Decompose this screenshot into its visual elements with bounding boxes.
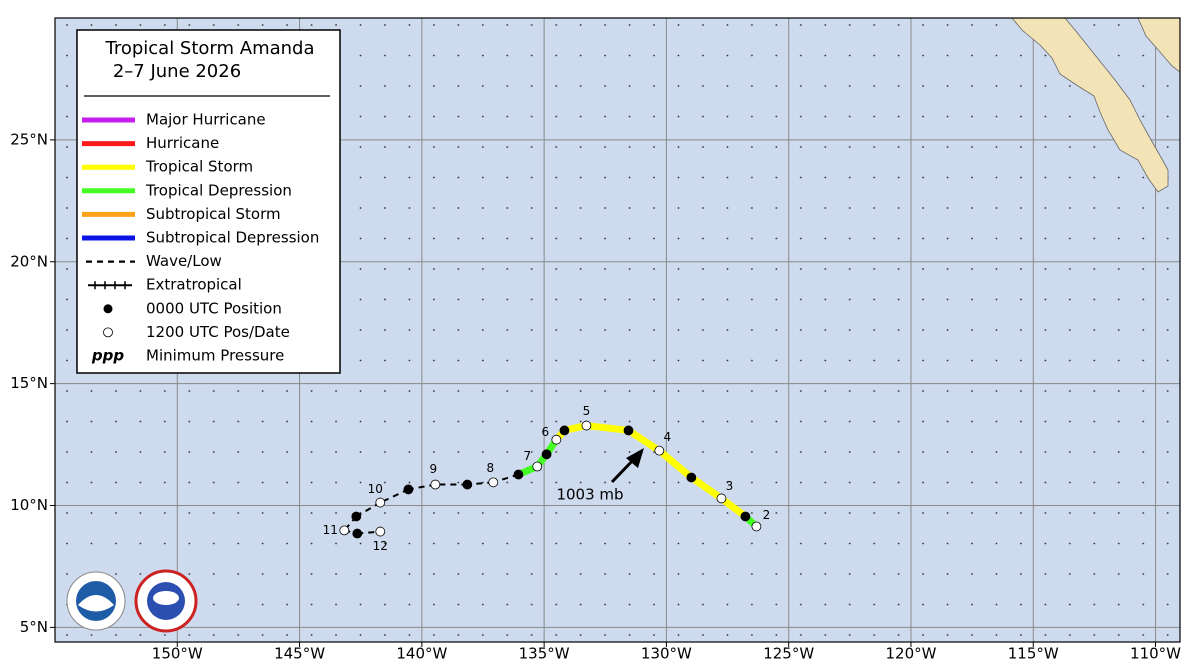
legend-label: Subtropical Depression xyxy=(146,229,319,247)
lon-label: 125°W xyxy=(763,645,814,663)
position-1200 xyxy=(551,434,562,445)
position-1200 xyxy=(430,479,441,490)
lon-label: 130°W xyxy=(641,645,692,663)
track-segment xyxy=(655,447,695,481)
position-0000 xyxy=(403,484,414,495)
position-0000 xyxy=(351,511,362,522)
lat-label: 25°N xyxy=(10,130,48,148)
date-label: 4 xyxy=(664,430,672,444)
position-0000 xyxy=(740,511,751,522)
legend-box xyxy=(76,29,341,374)
legend-label: Tropical Storm xyxy=(145,158,253,176)
track-segment xyxy=(582,422,633,434)
track-segment xyxy=(687,473,725,502)
date-label: 9 xyxy=(429,462,437,476)
position-1200 xyxy=(488,477,499,488)
date-label: 10 xyxy=(368,482,383,496)
legend-title: Tropical Storm Amanda xyxy=(104,38,314,59)
land xyxy=(1011,18,1180,193)
legend-subtitle: 2–7 June 2026 xyxy=(113,61,241,82)
legend: Tropical Storm Amanda 2–7 June 2026 Majo… xyxy=(76,29,341,374)
lat-label: 5°N xyxy=(20,618,48,636)
date-label: 7 xyxy=(523,449,531,463)
legend-label: Wave/Low xyxy=(146,252,222,270)
position-1200 xyxy=(375,497,386,508)
date-label: 5 xyxy=(583,404,591,418)
legend-label: 1200 UTC Pos/Date xyxy=(146,323,290,341)
date-label: 3 xyxy=(726,479,734,493)
lat-label: 15°N xyxy=(10,374,48,392)
position-1200 xyxy=(751,521,762,532)
position-1200 xyxy=(581,420,592,431)
legend-symbol-text: ppp xyxy=(91,347,124,365)
position-0000 xyxy=(513,469,524,480)
legend-label: Major Hurricane xyxy=(146,111,266,129)
legend-swatch xyxy=(103,327,113,338)
noaa-bird xyxy=(78,595,114,612)
legend-label: Extratropical xyxy=(146,276,242,294)
track-segment xyxy=(625,426,663,455)
lon-label: 145°W xyxy=(274,645,325,663)
lat-label: 20°N xyxy=(10,252,48,270)
date-label: 11 xyxy=(323,523,338,537)
pressure-label: 1003 mb xyxy=(556,486,623,504)
lon-label: 140°W xyxy=(396,645,447,663)
lon-label: 135°W xyxy=(519,645,570,663)
position-0000 xyxy=(623,425,634,436)
position-1200 xyxy=(716,493,727,504)
track-segment xyxy=(379,488,409,504)
nws-cloud xyxy=(153,591,179,605)
legend-label: Subtropical Storm xyxy=(146,205,281,223)
legend-label: 0000 UTC Position xyxy=(146,299,282,317)
position-1200 xyxy=(654,445,665,456)
position-0000 xyxy=(352,528,363,539)
date-label: 6 xyxy=(542,425,550,439)
pressure-arrowhead xyxy=(626,448,644,468)
position-0000 xyxy=(541,449,552,460)
map-frame xyxy=(54,17,1181,643)
position-0000 xyxy=(559,425,570,436)
logos xyxy=(66,569,198,633)
legend-label: Hurricane xyxy=(146,134,219,152)
date-label: 8 xyxy=(486,461,494,475)
legend-label: Tropical Depression xyxy=(145,181,292,199)
position-1200 xyxy=(339,525,350,536)
track-segment xyxy=(717,494,749,520)
legend-swatch xyxy=(103,304,113,314)
lon-label: 120°W xyxy=(885,645,936,663)
lon-label: 115°W xyxy=(1008,645,1059,663)
lat-label: 10°N xyxy=(10,496,48,514)
lon-label: 150°W xyxy=(152,645,203,663)
position-0000 xyxy=(462,479,473,490)
position-1200 xyxy=(375,526,386,537)
position-1200 xyxy=(532,461,543,472)
lon-label: 110°W xyxy=(1130,645,1181,663)
legend-label: Minimum Pressure xyxy=(146,347,284,365)
position-0000 xyxy=(686,472,697,483)
date-label: 2 xyxy=(763,508,771,522)
date-label: 12 xyxy=(373,539,388,553)
